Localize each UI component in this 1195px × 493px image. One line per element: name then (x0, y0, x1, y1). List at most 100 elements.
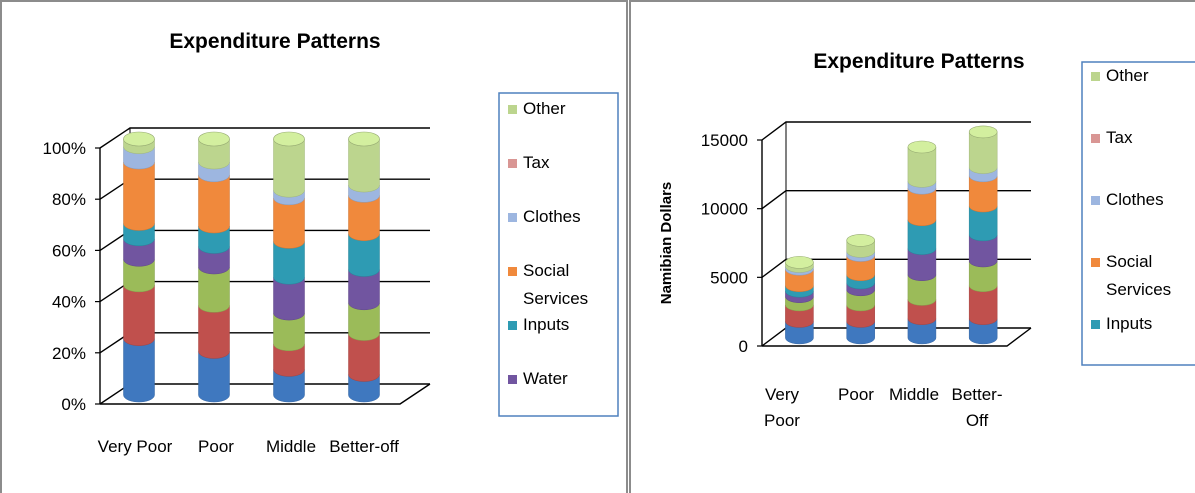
bar-segment (968, 131, 998, 174)
bar-segment (273, 197, 305, 249)
bar-stack (348, 131, 380, 403)
y-tick-label: 80% (52, 190, 86, 209)
legend-label: Inputs (523, 315, 569, 334)
legend-swatch (508, 213, 517, 222)
bar-segment (846, 255, 875, 281)
bar-segment (348, 138, 380, 193)
bar-segment (785, 321, 814, 345)
bar-cap (846, 234, 875, 247)
legend-label: Tax (1106, 128, 1133, 147)
bar-cap (785, 256, 814, 269)
bar-stack (907, 140, 937, 345)
legend-swatch (508, 105, 517, 114)
x-tick-label: Off (966, 411, 989, 430)
legend-swatch (1091, 72, 1100, 81)
bar-segment (198, 351, 230, 403)
y-tick-label: 60% (52, 241, 86, 260)
bar-segment (273, 241, 305, 285)
legend-swatch (1091, 134, 1100, 143)
bar-segment (198, 246, 230, 275)
legend-box (498, 92, 619, 417)
bar-segment (846, 304, 875, 328)
y-axis-title: Namibian Dollars (658, 182, 675, 305)
bar-segment (348, 269, 380, 311)
legend-label: Water (523, 369, 568, 388)
chart-percent: Expenditure Patterns 0% 20% 40% 60% 80% 100% Ve… (43, 30, 619, 456)
bar-segment (123, 259, 155, 293)
bar-segment (907, 318, 937, 345)
bar-segment (273, 276, 305, 321)
bar-segment (273, 312, 305, 352)
bar-segment (198, 305, 230, 359)
bar-stack (198, 131, 230, 403)
y-tick-label: 10000 (701, 200, 748, 219)
bar-segment (968, 175, 998, 213)
bar-segment (273, 369, 305, 403)
legend-swatch (1091, 196, 1100, 205)
floor-edge (100, 383, 431, 405)
bar-segment (123, 284, 155, 346)
bar-segment (907, 187, 937, 227)
bar-stack (846, 234, 875, 345)
bar-cap (968, 125, 998, 139)
legend-box (1081, 61, 1195, 366)
x-tick-label: Poor (838, 385, 874, 404)
legend-label: Clothes (523, 207, 581, 226)
bar-segment (907, 299, 937, 325)
bar-segment (785, 268, 814, 292)
x-tick-label: Very (765, 385, 800, 404)
y-tick-label: 40% (52, 293, 86, 312)
legend-swatch (1091, 258, 1100, 267)
y-tick-label: 0% (61, 395, 86, 414)
bar-segment (348, 333, 380, 382)
legend-label: Tax (523, 153, 550, 172)
chart-title: Expenditure Patterns (169, 30, 380, 53)
x-tick-label: Very Poor (98, 437, 173, 456)
bar-segment (123, 238, 155, 267)
bar-segment (348, 302, 380, 341)
y-tick-label: 0 (739, 337, 748, 356)
bar-stack (968, 125, 998, 345)
legend-swatch (508, 159, 517, 168)
bar-segment (968, 260, 998, 292)
legend-label: Other (1106, 66, 1149, 85)
bar-stack (123, 131, 155, 403)
chart-title: Expenditure Patterns (813, 50, 1024, 73)
bar-segment (123, 338, 155, 403)
y-tick-label: 15000 (701, 131, 748, 150)
bar-segment (968, 318, 998, 345)
bar-segment (968, 205, 998, 242)
bar-cap (348, 131, 380, 147)
legend-label: Inputs (1106, 314, 1152, 333)
x-tick-label: Better- (951, 385, 1002, 404)
y-tick-label: 20% (52, 344, 86, 363)
legend-label: Social (1106, 252, 1152, 271)
legend-swatch (508, 267, 517, 276)
bar-segment (785, 304, 814, 328)
bar-segment (968, 285, 998, 325)
legend-swatch (1091, 320, 1100, 329)
bar-stack (273, 131, 305, 403)
bar-segment (273, 138, 305, 198)
legend-label: Social (523, 261, 569, 280)
bar-segment (198, 266, 230, 313)
bar-segment (968, 234, 998, 268)
legend-swatch (508, 321, 517, 330)
bar-segment (907, 274, 937, 306)
y-tick-label: 5000 (710, 268, 748, 287)
x-tick-label: Poor (764, 411, 800, 430)
bar-segment (198, 174, 230, 234)
bar-segment (273, 343, 305, 377)
bar-segment (123, 161, 155, 231)
x-tick-label: Poor (198, 437, 234, 456)
legend-label: Other (523, 99, 566, 118)
legend-label: Clothes (1106, 190, 1164, 209)
bar-segment (907, 248, 937, 281)
x-tick-label: Better-off (329, 437, 399, 456)
bar-segment (907, 219, 937, 255)
bar-segment (348, 374, 380, 403)
floor-edge (762, 327, 1032, 347)
bar-stack (785, 256, 814, 345)
bar-segment (846, 321, 875, 345)
bar-segment (348, 233, 380, 277)
